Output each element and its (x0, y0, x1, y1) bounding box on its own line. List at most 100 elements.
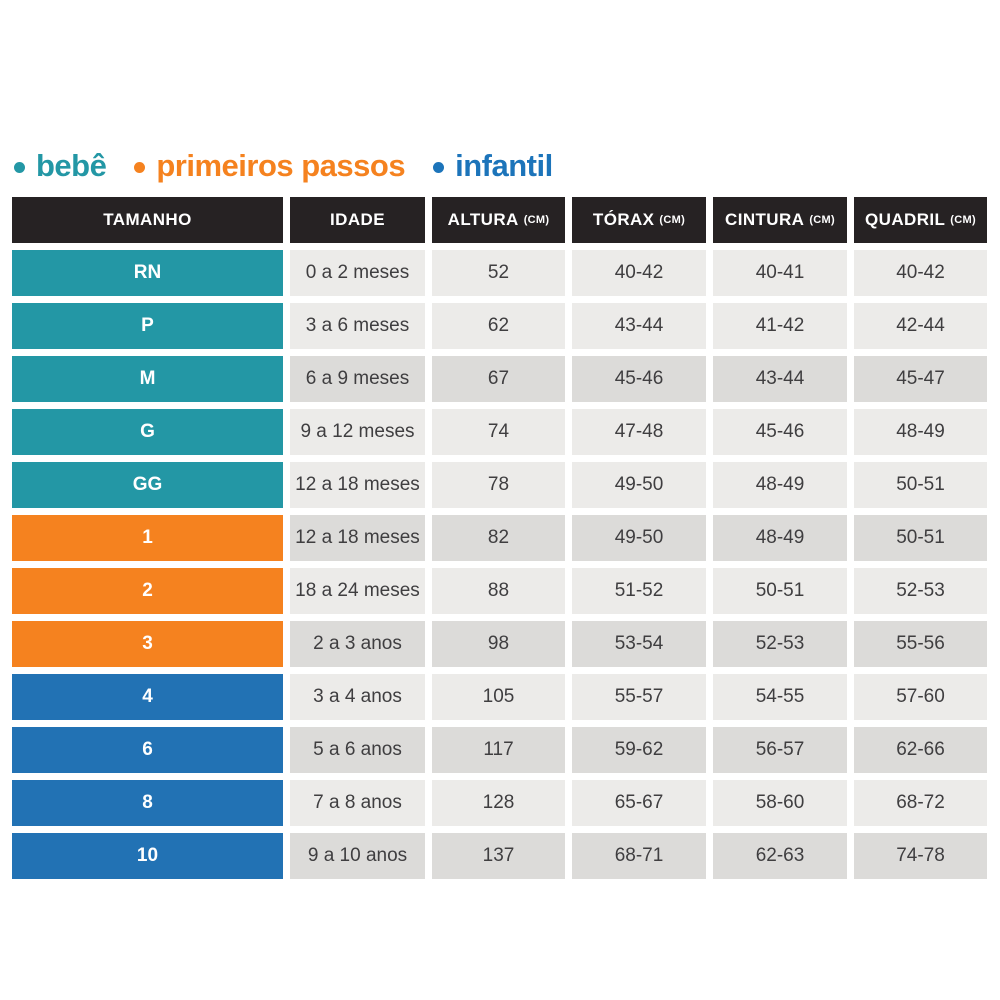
waist-cell: 54-55 (713, 674, 847, 720)
age-cell: 12 a 18 meses (290, 462, 425, 508)
age-cell: 3 a 6 meses (290, 303, 425, 349)
column-header-label: ALTURA (447, 210, 519, 229)
height-cell: 82 (432, 515, 565, 561)
column-header-idade: IDADE (290, 197, 425, 243)
chest-cell: 53-54 (572, 621, 706, 667)
size-cell: M (12, 356, 283, 402)
age-cell: 6 a 9 meses (290, 356, 425, 402)
height-cell: 98 (432, 621, 565, 667)
height-cell: 62 (432, 303, 565, 349)
hip-cell: 40-42 (854, 250, 987, 296)
hip-cell: 45-47 (854, 356, 987, 402)
height-cell: 88 (432, 568, 565, 614)
chest-cell: 47-48 (572, 409, 706, 455)
chest-cell: 43-44 (572, 303, 706, 349)
legend-item-bebe: bebê (14, 148, 107, 184)
column-header-unit: (CM) (950, 214, 976, 226)
size-cell: RN (12, 250, 283, 296)
waist-cell: 52-53 (713, 621, 847, 667)
height-cell: 67 (432, 356, 565, 402)
size-table: TAMANHO IDADE ALTURA (CM) TÓRAX (CM) CIN… (12, 197, 987, 879)
height-cell: 74 (432, 409, 565, 455)
size-cell: 3 (12, 621, 283, 667)
hip-cell: 62-66 (854, 727, 987, 773)
hip-cell: 50-51 (854, 462, 987, 508)
height-cell: 128 (432, 780, 565, 826)
chest-cell: 59-62 (572, 727, 706, 773)
column-header-torax: TÓRAX (CM) (572, 197, 706, 243)
size-cell: 1 (12, 515, 283, 561)
age-cell: 0 a 2 meses (290, 250, 425, 296)
size-cell: P (12, 303, 283, 349)
column-header-label: TAMANHO (103, 210, 192, 229)
age-cell: 5 a 6 anos (290, 727, 425, 773)
age-cell: 12 a 18 meses (290, 515, 425, 561)
size-cell: 4 (12, 674, 283, 720)
chest-cell: 51-52 (572, 568, 706, 614)
hip-cell: 57-60 (854, 674, 987, 720)
hip-cell: 74-78 (854, 833, 987, 879)
height-cell: 105 (432, 674, 565, 720)
chest-cell: 45-46 (572, 356, 706, 402)
waist-cell: 58-60 (713, 780, 847, 826)
legend-item-primeiros-passos: primeiros passos (134, 148, 406, 184)
waist-cell: 45-46 (713, 409, 847, 455)
waist-cell: 48-49 (713, 462, 847, 508)
age-cell: 3 a 4 anos (290, 674, 425, 720)
size-cell: 2 (12, 568, 283, 614)
chest-cell: 49-50 (572, 462, 706, 508)
chest-cell: 65-67 (572, 780, 706, 826)
chest-cell: 68-71 (572, 833, 706, 879)
column-header-label: CINTURA (725, 210, 805, 229)
age-cell: 18 a 24 meses (290, 568, 425, 614)
hip-cell: 52-53 (854, 568, 987, 614)
bullet-icon (134, 162, 146, 173)
size-cell: G (12, 409, 283, 455)
height-cell: 117 (432, 727, 565, 773)
bullet-icon (433, 162, 445, 173)
waist-cell: 40-41 (713, 250, 847, 296)
height-cell: 78 (432, 462, 565, 508)
chest-cell: 49-50 (572, 515, 706, 561)
hip-cell: 48-49 (854, 409, 987, 455)
age-cell: 9 a 12 meses (290, 409, 425, 455)
waist-cell: 41-42 (713, 303, 847, 349)
hip-cell: 50-51 (854, 515, 987, 561)
column-header-unit: (CM) (659, 214, 686, 226)
waist-cell: 62-63 (713, 833, 847, 879)
age-cell: 7 a 8 anos (290, 780, 425, 826)
column-header-unit: (CM) (523, 214, 550, 226)
hip-cell: 42-44 (854, 303, 987, 349)
chest-cell: 55-57 (572, 674, 706, 720)
age-cell: 2 a 3 anos (290, 621, 425, 667)
size-cell: GG (12, 462, 283, 508)
waist-cell: 48-49 (713, 515, 847, 561)
height-cell: 137 (432, 833, 565, 879)
column-header-unit: (CM) (809, 214, 835, 226)
column-header-tamanho: TAMANHO (12, 197, 283, 243)
size-cell: 6 (12, 727, 283, 773)
column-header-label: IDADE (330, 210, 385, 229)
size-cell: 8 (12, 780, 283, 826)
legend-label: infantil (455, 148, 553, 183)
legend-label: primeiros passos (156, 148, 406, 183)
waist-cell: 43-44 (713, 356, 847, 402)
column-header-quadril: QUADRIL (CM) (854, 197, 987, 243)
hip-cell: 68-72 (854, 780, 987, 826)
age-cell: 9 a 10 anos (290, 833, 425, 879)
column-header-label: TÓRAX (592, 210, 655, 229)
hip-cell: 55-56 (854, 621, 987, 667)
legend-item-infantil: infantil (433, 148, 553, 184)
height-cell: 52 (432, 250, 565, 296)
column-header-label: QUADRIL (865, 210, 946, 229)
legend: bebê primeiros passos infantil (14, 144, 553, 188)
waist-cell: 56-57 (713, 727, 847, 773)
column-header-altura: ALTURA (CM) (432, 197, 565, 243)
legend-label: bebê (36, 148, 107, 183)
bullet-icon (14, 162, 25, 173)
waist-cell: 50-51 (713, 568, 847, 614)
chest-cell: 40-42 (572, 250, 706, 296)
column-header-cintura: CINTURA (CM) (713, 197, 847, 243)
size-cell: 10 (12, 833, 283, 879)
